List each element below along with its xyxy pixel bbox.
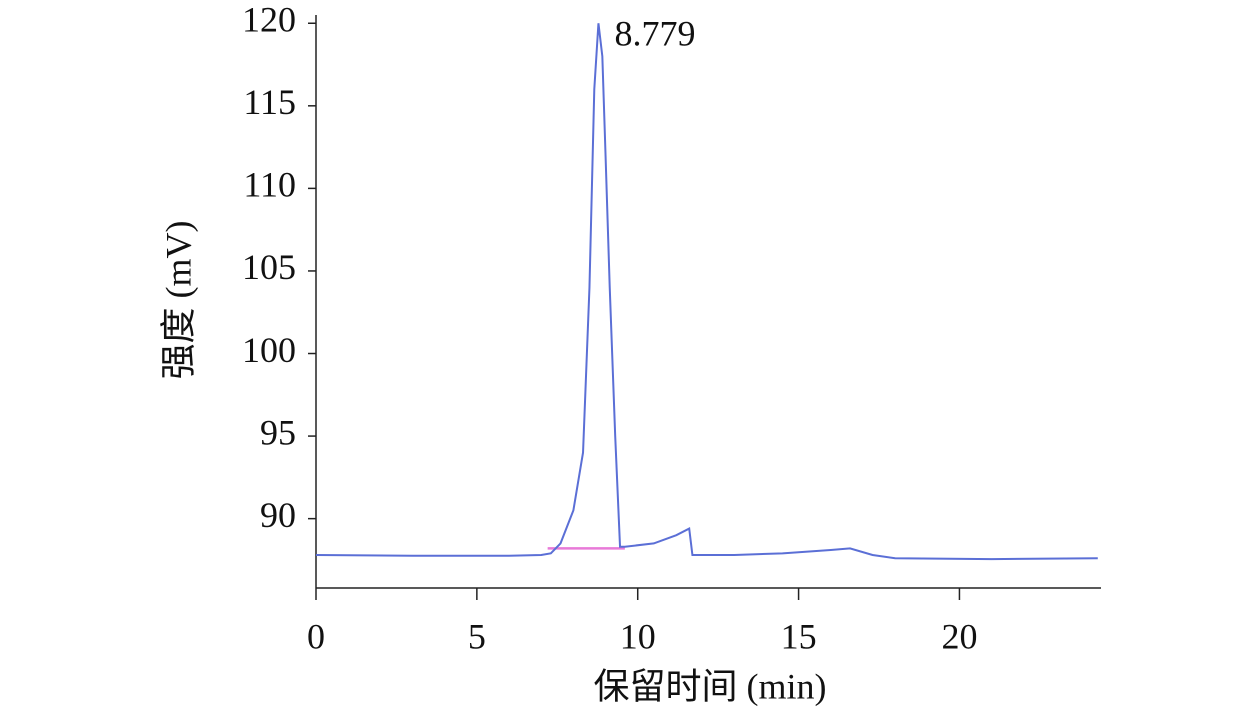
x-tick-label: 20 <box>941 616 977 656</box>
x-axis-label: 保留时间 (min) <box>594 666 827 706</box>
y-axis-label: 强度 (mV) <box>158 221 198 380</box>
y-tick-label: 110 <box>243 165 296 205</box>
y-tick-label: 115 <box>243 82 296 122</box>
x-tick-label: 10 <box>620 616 656 656</box>
x-tick-label: 0 <box>307 616 325 656</box>
y-tick-label: 100 <box>242 330 296 370</box>
y-tick-label: 95 <box>260 412 296 452</box>
chromatogram-line <box>315 23 1098 561</box>
y-tick-label: 120 <box>242 0 296 40</box>
x-tick-label: 15 <box>781 616 817 656</box>
y-tick-label: 90 <box>260 495 296 535</box>
y-tick-label: 105 <box>242 247 296 287</box>
peak-label: 8.779 <box>614 14 695 54</box>
x-tick-label: 5 <box>468 616 486 656</box>
